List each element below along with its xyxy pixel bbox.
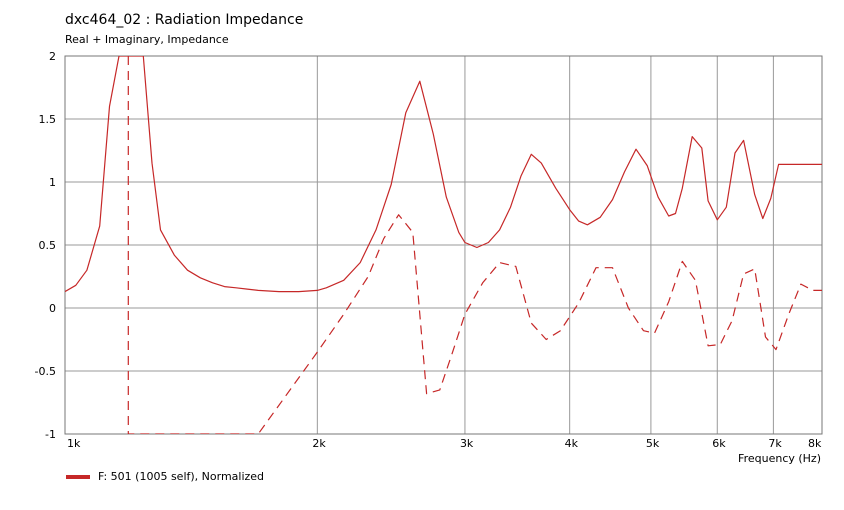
chart-subtitle: Real + Imaginary, Impedance	[65, 33, 229, 46]
y-tick-label: -1	[45, 428, 56, 441]
x-tick-label: 8k	[808, 437, 822, 450]
legend-label: F: 501 (1005 self), Normalized	[98, 470, 265, 483]
x-tick-label: 3k	[460, 437, 474, 450]
y-tick-label: -0.5	[35, 365, 56, 378]
legend-swatch	[66, 474, 90, 479]
x-axis-label: Frequency (Hz)	[738, 452, 821, 465]
x-tick-label: 7k	[768, 437, 782, 450]
x-tick-label: 6k	[712, 437, 726, 450]
y-tick-label: 2	[49, 50, 56, 63]
y-tick-label: 0	[49, 302, 56, 315]
chart-title: dxc464_02 : Radiation Impedance	[65, 12, 304, 28]
plot-frame	[64, 55, 823, 435]
y-tick-label: 0.5	[39, 239, 57, 252]
x-tick-label: 5k	[646, 437, 660, 450]
y-tick-label: 1	[49, 176, 56, 189]
x-tick-label: 4k	[565, 437, 579, 450]
legend: F: 501 (1005 self), Normalized	[66, 470, 264, 483]
series-imaginary-line	[127, 56, 822, 434]
series-real-line	[65, 56, 822, 293]
y-tick-label: 1.5	[39, 113, 57, 126]
x-tick-label: 1k	[67, 437, 81, 450]
x-tick-label: 2k	[312, 437, 326, 450]
